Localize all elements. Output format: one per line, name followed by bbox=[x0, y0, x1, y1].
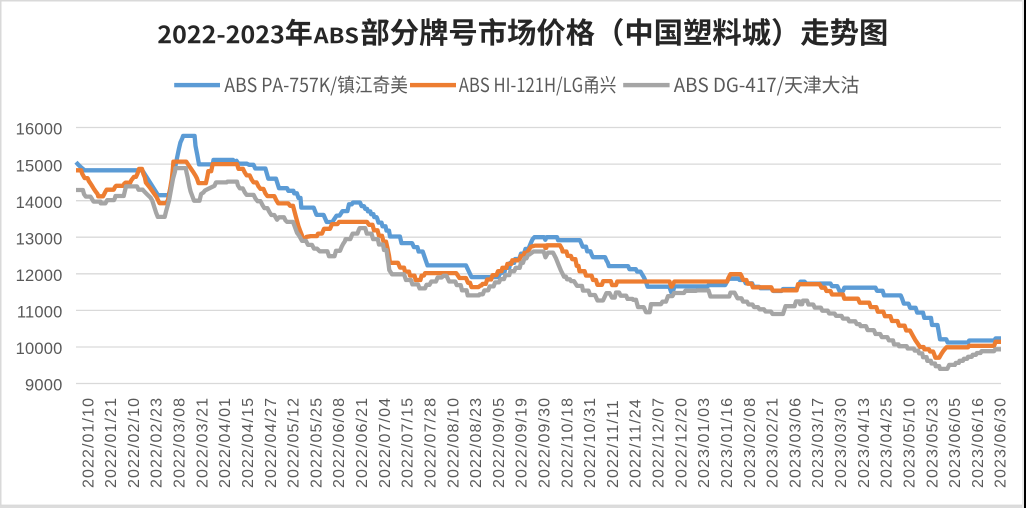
svg-text:2022/07/15: 2022/07/15 bbox=[400, 397, 417, 488]
svg-text:2022/11/24: 2022/11/24 bbox=[628, 398, 645, 488]
svg-text:2023/05/23: 2023/05/23 bbox=[924, 397, 941, 488]
svg-text:2022/10/18: 2022/10/18 bbox=[559, 397, 576, 488]
svg-text:2023/02/21: 2023/02/21 bbox=[765, 397, 782, 488]
svg-text:2023/06/05: 2023/06/05 bbox=[947, 397, 964, 488]
svg-text:2023/06/30: 2023/06/30 bbox=[993, 397, 1010, 488]
svg-text:2023/04/25: 2023/04/25 bbox=[879, 397, 896, 488]
svg-text:2022/09/19: 2022/09/19 bbox=[514, 397, 531, 488]
svg-text:2022/06/21: 2022/06/21 bbox=[354, 397, 371, 488]
svg-text:2022/07/04: 2022/07/04 bbox=[377, 397, 394, 488]
svg-text:2022/02/10: 2022/02/10 bbox=[126, 397, 143, 488]
svg-text:12000: 12000 bbox=[16, 267, 63, 285]
svg-text:2022/08/10: 2022/08/10 bbox=[445, 397, 462, 488]
svg-text:2023/01/03: 2023/01/03 bbox=[696, 397, 713, 488]
svg-text:2022/08/23: 2022/08/23 bbox=[468, 397, 485, 488]
svg-text:2022/07/28: 2022/07/28 bbox=[422, 397, 439, 488]
svg-text:2022/03/08: 2022/03/08 bbox=[172, 397, 189, 488]
svg-text:2022/04/15: 2022/04/15 bbox=[240, 397, 257, 488]
svg-text:9000: 9000 bbox=[25, 377, 63, 395]
svg-text:2023/05/10: 2023/05/10 bbox=[902, 397, 919, 488]
svg-text:2022/04/27: 2022/04/27 bbox=[263, 397, 280, 488]
svg-text:11000: 11000 bbox=[17, 304, 63, 322]
svg-text:2022/09/30: 2022/09/30 bbox=[537, 397, 554, 488]
svg-text:2022/10/31: 2022/10/31 bbox=[582, 397, 599, 488]
svg-text:2022/09/05: 2022/09/05 bbox=[491, 397, 508, 488]
svg-text:2023/03/06: 2023/03/06 bbox=[787, 397, 804, 488]
svg-text:2022/11/11: 2022/11/11 bbox=[605, 399, 622, 488]
svg-text:15000: 15000 bbox=[16, 157, 63, 175]
svg-text:13000: 13000 bbox=[16, 230, 63, 248]
svg-text:2023/02/08: 2023/02/08 bbox=[742, 397, 759, 488]
svg-text:2022/05/12: 2022/05/12 bbox=[286, 397, 303, 488]
svg-text:14000: 14000 bbox=[16, 194, 63, 212]
svg-text:2022/04/01: 2022/04/01 bbox=[217, 397, 234, 488]
svg-text:2023/06/16: 2023/06/16 bbox=[970, 397, 987, 488]
svg-text:2023/01/16: 2023/01/16 bbox=[719, 397, 736, 488]
svg-text:2022/12/20: 2022/12/20 bbox=[673, 397, 690, 488]
svg-text:10000: 10000 bbox=[16, 340, 63, 358]
svg-text:2022/01/21: 2022/01/21 bbox=[103, 397, 120, 488]
svg-text:2023/03/30: 2023/03/30 bbox=[833, 397, 850, 488]
svg-text:2022/03/21: 2022/03/21 bbox=[194, 397, 211, 488]
svg-text:2022/06/08: 2022/06/08 bbox=[331, 397, 348, 488]
svg-text:2022/12/07: 2022/12/07 bbox=[651, 397, 668, 488]
svg-text:2022/05/25: 2022/05/25 bbox=[308, 397, 325, 488]
svg-text:2022/02/23: 2022/02/23 bbox=[149, 397, 166, 488]
svg-text:2023/03/17: 2023/03/17 bbox=[810, 397, 827, 488]
svg-text:16000: 16000 bbox=[16, 121, 63, 139]
svg-text:2022/01/10: 2022/01/10 bbox=[80, 397, 97, 488]
svg-text:2023/04/13: 2023/04/13 bbox=[856, 397, 873, 488]
